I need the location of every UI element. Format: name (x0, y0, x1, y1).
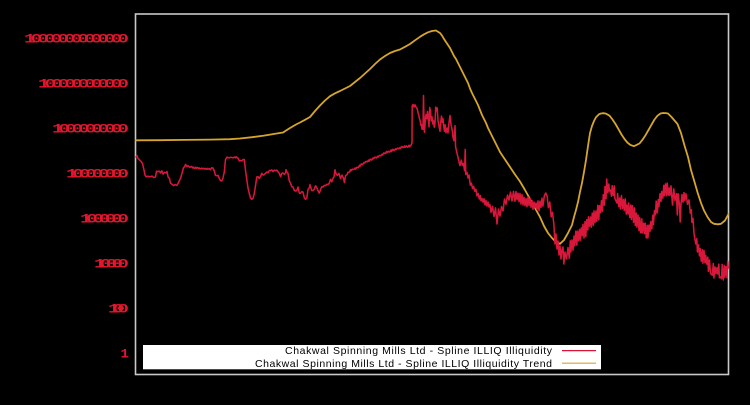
svg-text:10000000000: 10000000000 (52, 122, 129, 137)
svg-text:100000000000000: 100000000000000 (24, 32, 129, 47)
svg-text:1: 1 (120, 348, 129, 362)
svg-text:Chakwal Spinning Mills Ltd - S: Chakwal Spinning Mills Ltd - Spline ILLI… (255, 358, 552, 370)
svg-text:100: 100 (108, 302, 129, 317)
svg-text:1000000: 1000000 (80, 212, 129, 227)
svg-text:100000000: 100000000 (66, 167, 129, 182)
svg-text:1000000000000: 1000000000000 (38, 77, 129, 92)
svg-text:Chakwal Spinning Mills Ltd - S: Chakwal Spinning Mills Ltd - Spline ILLI… (285, 345, 553, 357)
svg-text:10000: 10000 (94, 257, 129, 272)
